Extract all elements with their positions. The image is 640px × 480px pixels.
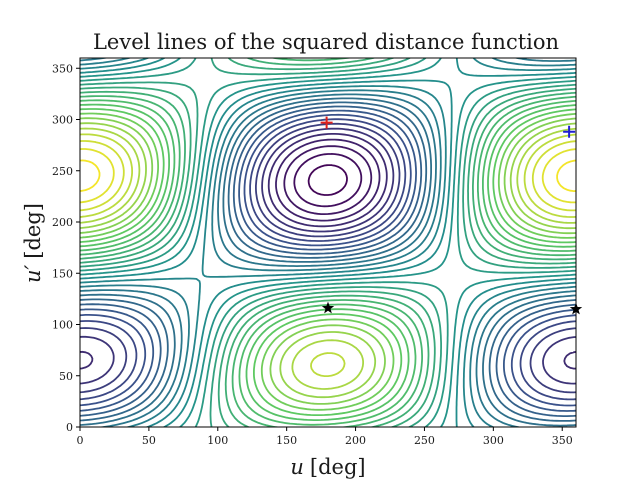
y-axis-label: u′ [deg] bbox=[21, 203, 45, 283]
x-tick-label: 100 bbox=[207, 434, 228, 447]
x-tick-label: 350 bbox=[552, 434, 573, 447]
contour-level bbox=[293, 153, 363, 208]
contour-level bbox=[80, 97, 576, 427]
contour-lines bbox=[80, 58, 576, 427]
contour-level bbox=[80, 58, 576, 427]
contour-level bbox=[80, 58, 576, 427]
contour-level bbox=[80, 58, 576, 427]
x-axis-ticks: 0 50 100 150 200 250 300 350 bbox=[77, 427, 573, 447]
y-axis-symbol: u′ bbox=[21, 264, 45, 283]
contour-level bbox=[80, 117, 576, 405]
y-tick-label: 100 bbox=[52, 319, 73, 332]
contour-level bbox=[80, 58, 576, 427]
plot-frame bbox=[79, 57, 577, 428]
plus-marker bbox=[320, 116, 333, 129]
x-tick-label: 300 bbox=[483, 434, 504, 447]
x-tick-label: 250 bbox=[414, 434, 435, 447]
contour-level bbox=[80, 103, 576, 421]
contour-level bbox=[80, 99, 576, 426]
y-tick-label: 50 bbox=[59, 370, 73, 383]
contour-level bbox=[283, 145, 373, 215]
x-tick-label: 200 bbox=[345, 434, 366, 447]
x-axis-symbol: u bbox=[290, 455, 304, 479]
y-tick-label: 300 bbox=[52, 114, 73, 127]
plus-marker bbox=[563, 125, 576, 138]
y-tick-label: 200 bbox=[52, 216, 73, 229]
plot-area bbox=[80, 58, 576, 427]
y-tick-label: 250 bbox=[52, 165, 73, 178]
x-axis-label: u [deg] bbox=[290, 455, 365, 479]
contour-level bbox=[80, 58, 576, 427]
x-tick-label: 50 bbox=[142, 434, 156, 447]
contour-level bbox=[80, 127, 576, 390]
contour-level bbox=[80, 108, 576, 416]
y-tick-label: 350 bbox=[52, 62, 73, 75]
y-tick-label: 0 bbox=[66, 421, 73, 434]
contour-level bbox=[80, 58, 576, 427]
x-tick-label: 150 bbox=[276, 434, 297, 447]
contour-level bbox=[80, 112, 576, 411]
y-axis-ticks: 0 50 100 150 200 250 300 350 bbox=[52, 62, 80, 434]
contour-level bbox=[80, 159, 576, 192]
y-tick-label: 150 bbox=[52, 267, 73, 280]
chart-title: Level lines of the squared distance func… bbox=[93, 30, 559, 54]
contour-level bbox=[275, 138, 381, 222]
star-marker bbox=[321, 301, 335, 314]
y-axis-unit: [deg] bbox=[21, 203, 45, 259]
contour-level bbox=[80, 58, 576, 427]
contour-level bbox=[80, 58, 576, 427]
contour-level bbox=[307, 164, 348, 196]
x-axis-unit: [deg] bbox=[310, 455, 366, 479]
contour-level bbox=[80, 122, 576, 399]
x-tick-label: 0 bbox=[77, 434, 84, 447]
